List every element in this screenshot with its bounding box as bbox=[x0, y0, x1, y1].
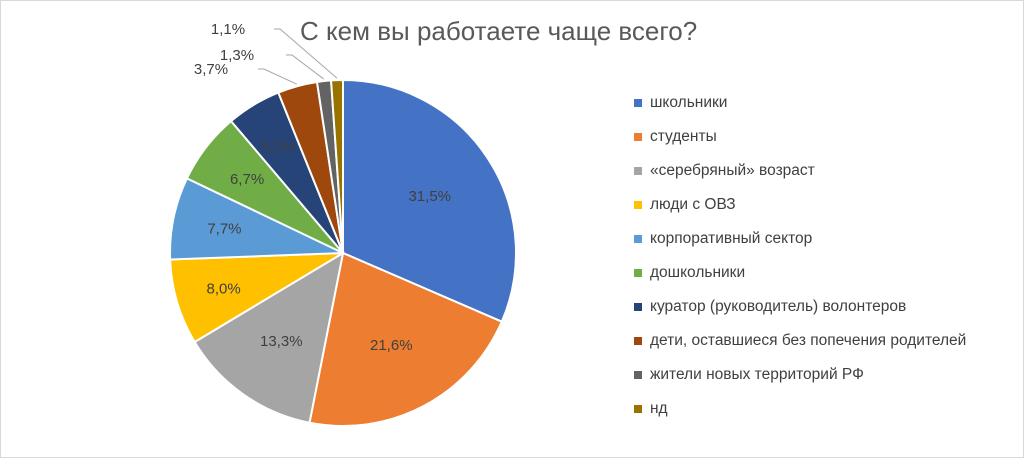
legend-swatch bbox=[634, 133, 642, 141]
slice-label-3: 13,3% bbox=[260, 333, 303, 350]
legend-item-6: дошкольники bbox=[634, 256, 966, 290]
slice-label-2: 21,6% bbox=[370, 337, 413, 354]
legend-item-3: «серебряный» возраст bbox=[634, 154, 966, 188]
pie-slice-3 bbox=[193, 250, 345, 424]
leader-line-9 bbox=[286, 54, 325, 80]
legend-item-5: корпоративный сектор bbox=[634, 222, 966, 256]
leader-line-10 bbox=[274, 28, 338, 79]
legend-swatch bbox=[634, 337, 642, 345]
legend-swatch bbox=[634, 303, 642, 311]
slice-label-5: 7,7% bbox=[207, 220, 241, 237]
legend-swatch bbox=[634, 405, 642, 413]
legend-item-2: студенты bbox=[634, 120, 966, 154]
legend-label: школьники bbox=[650, 94, 728, 111]
legend-swatch bbox=[634, 201, 642, 209]
legend-swatch bbox=[634, 99, 642, 107]
legend-item-10: нд bbox=[634, 392, 966, 426]
legend-label: «серебряный» возраст bbox=[650, 162, 815, 179]
legend-item-1: школьники bbox=[634, 86, 966, 120]
slice-label-6: 6,7% bbox=[230, 171, 264, 188]
legend-item-9: жители новых территорий РФ bbox=[634, 358, 966, 392]
legend-label: дети, оставшиеся без попечения родителей bbox=[650, 332, 967, 349]
legend-item-7: куратор (руководитель) волонтеров bbox=[634, 290, 966, 324]
slice-label-8: 3,7% bbox=[194, 61, 228, 78]
legend-item-4: люди с ОВЗ bbox=[634, 188, 966, 222]
legend-label: жители новых территорий РФ bbox=[650, 366, 864, 383]
chart-legend: школьники студенты «серебряный» возраст люд… bbox=[634, 86, 966, 426]
legend-swatch bbox=[634, 235, 642, 243]
slice-label-1: 31,5% bbox=[408, 188, 451, 205]
chart-title: С кем вы работаете чаще всего? bbox=[300, 16, 698, 46]
legend-label: нд bbox=[650, 400, 668, 417]
legend-label: студенты bbox=[650, 128, 717, 145]
slice-label-10: 1,1% bbox=[211, 21, 245, 38]
slice-label-7: 5,1% bbox=[261, 138, 295, 155]
legend-swatch bbox=[634, 371, 642, 379]
pie-slice-10 bbox=[329, 78, 344, 254]
legend-label: куратор (руководитель) волонтеров bbox=[650, 298, 907, 315]
slice-label-4: 8,0% bbox=[207, 281, 241, 298]
legend-label: дошкольники bbox=[650, 264, 746, 281]
pie-slice-1 bbox=[342, 78, 517, 324]
legend-label: корпоративный сектор bbox=[650, 230, 813, 247]
pie-slice-2 bbox=[308, 251, 504, 427]
legend-label: люди с ОВЗ bbox=[650, 196, 736, 213]
leader-line-8 bbox=[258, 68, 298, 85]
legend-swatch bbox=[634, 167, 642, 175]
legend-item-8: дети, оставшиеся без попечения родителей bbox=[634, 324, 966, 358]
legend-swatch bbox=[634, 269, 642, 277]
slice-label-9: 1,3% bbox=[220, 47, 254, 64]
